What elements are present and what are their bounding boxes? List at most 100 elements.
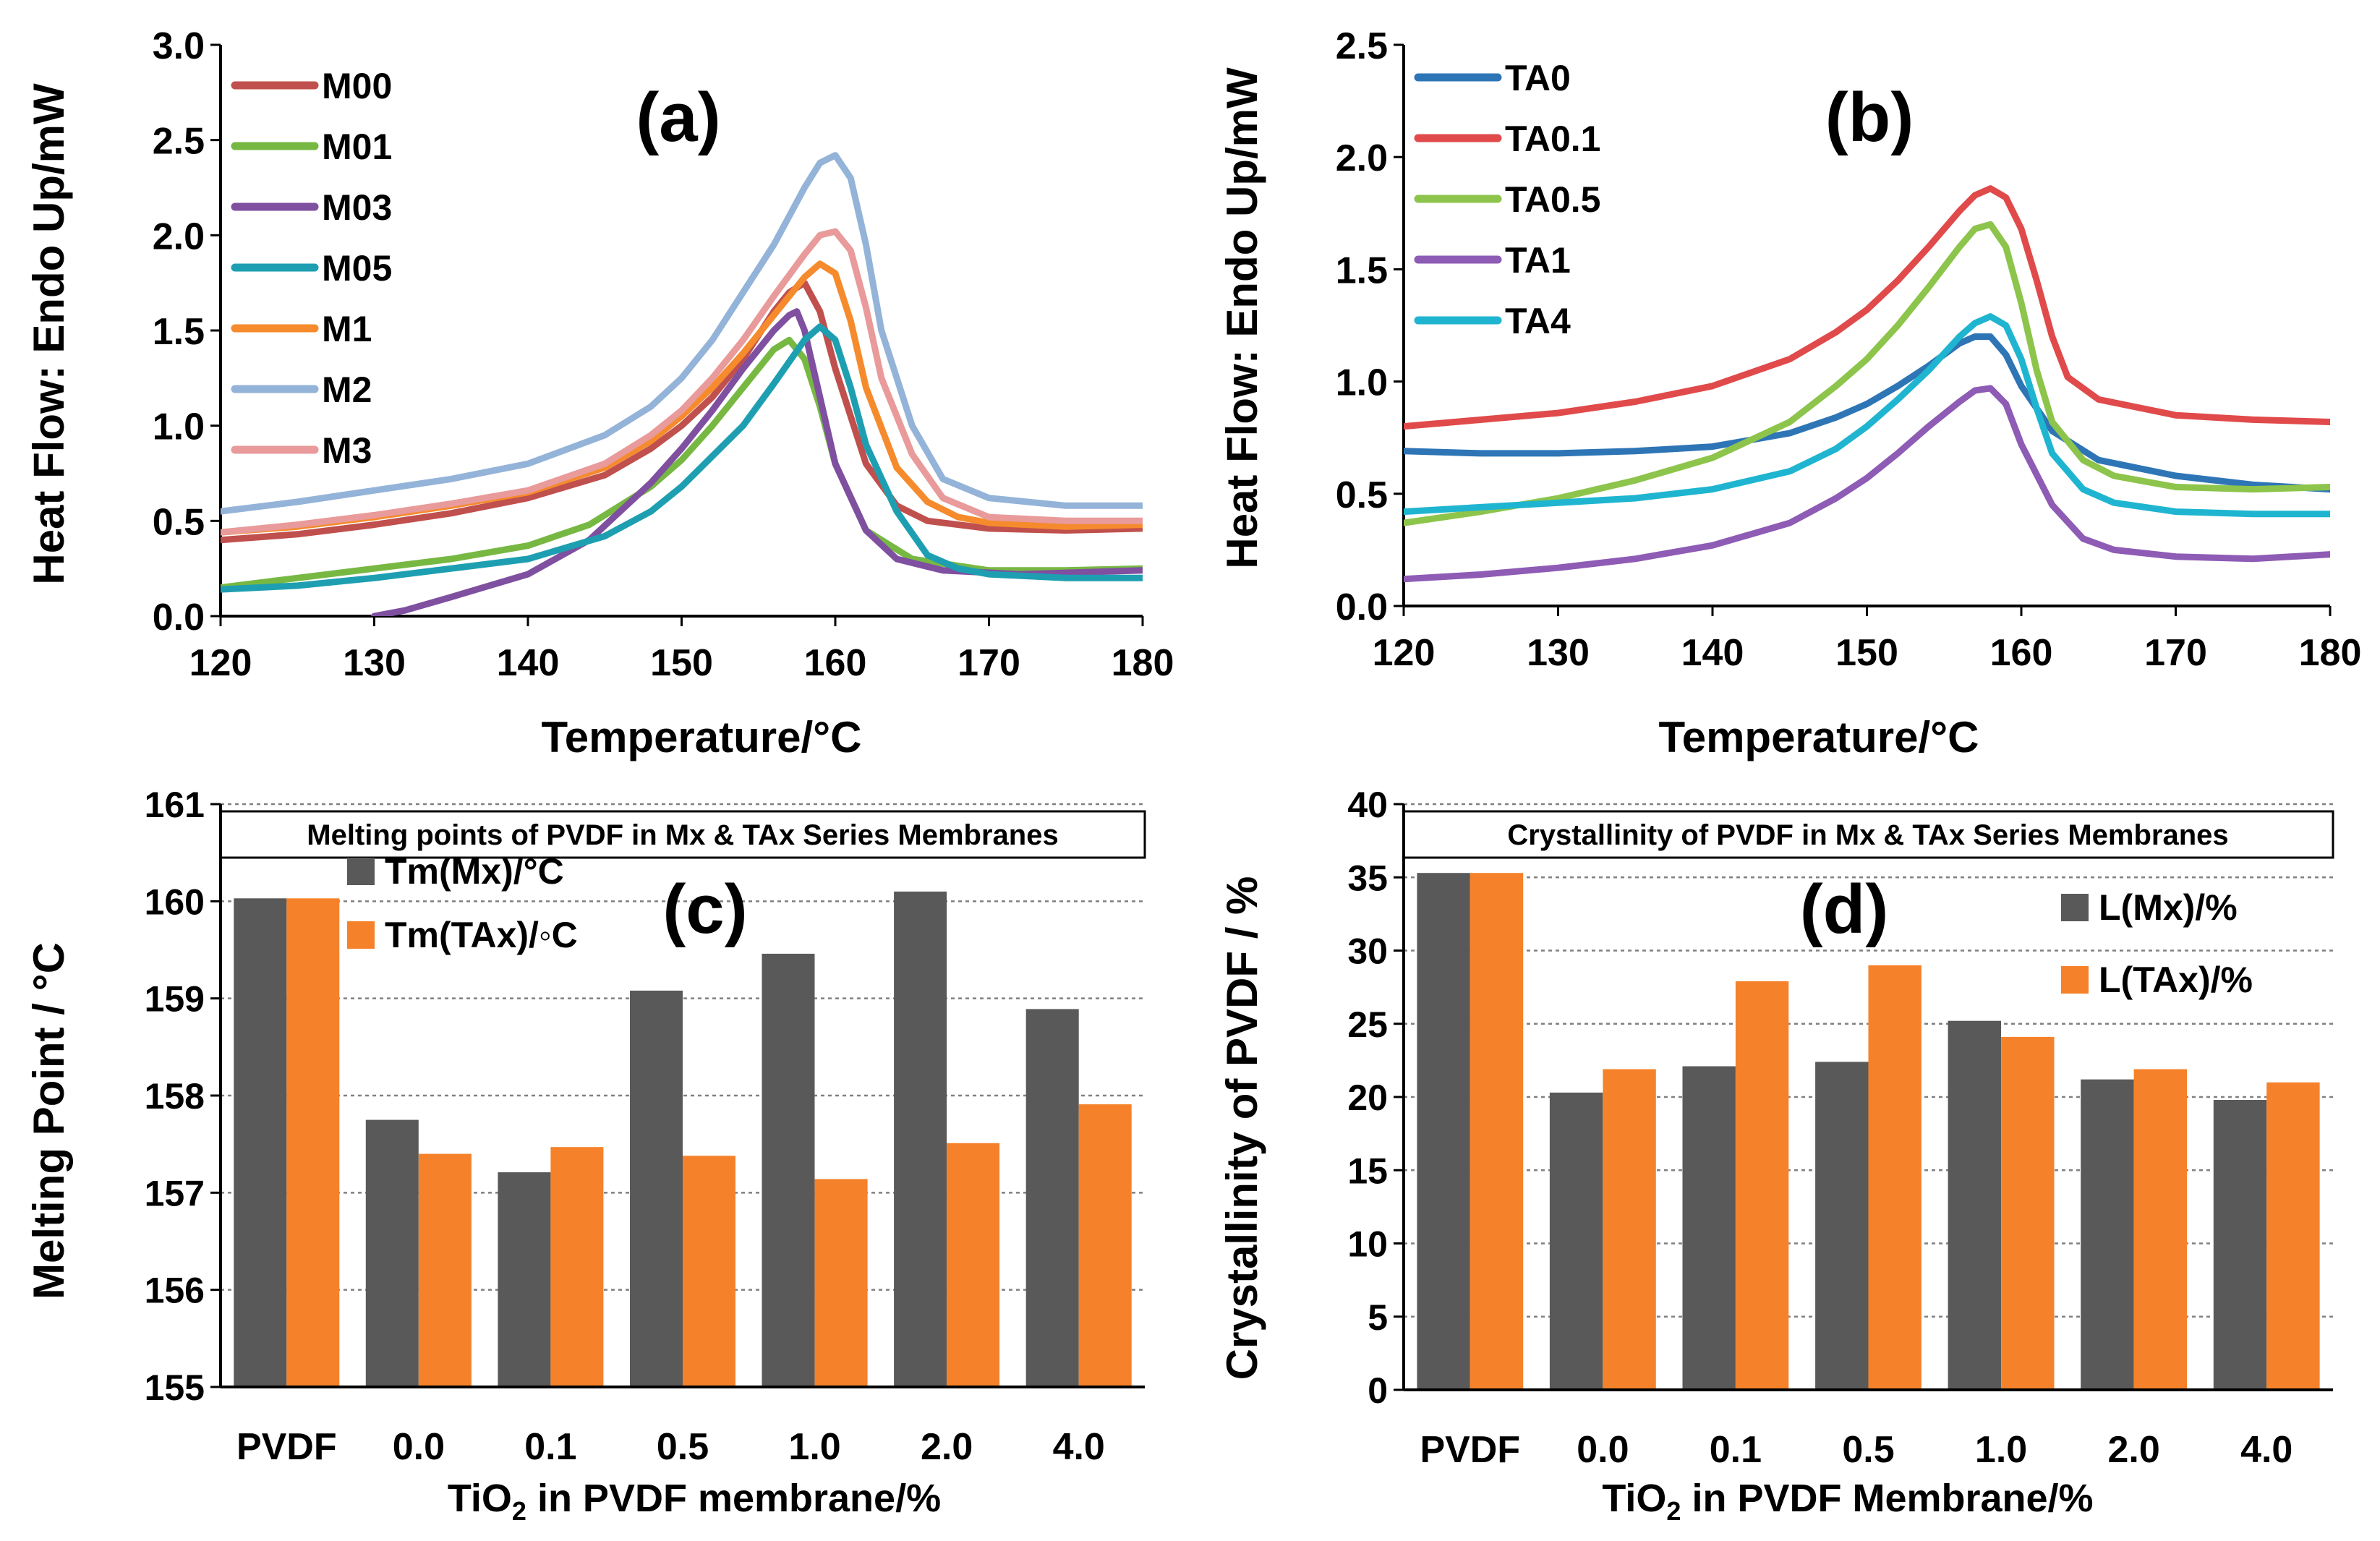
panel-b-xlabel: Temperature/°C: [1659, 713, 1979, 761]
panel-c-bar-tax: [683, 1156, 735, 1387]
panel-d-bar-tax: [2266, 1082, 2320, 1391]
panel-a-series-line-m2: [221, 152, 1143, 515]
panel-d-x-tick-label: 0.5: [1842, 1429, 1894, 1471]
panel-b-series-line-ta1: [1404, 385, 2330, 583]
panel-c-y-tick-label: 156: [145, 1271, 205, 1311]
panel-d-bar-mx: [1417, 873, 1470, 1390]
panel-a-legend-label: M2: [322, 370, 372, 410]
panel-c-x-tick-label: PVDF: [236, 1426, 337, 1468]
panel-a-series-line-m03: [371, 308, 1143, 616]
panel-c-x-tick-label: 0.5: [657, 1426, 709, 1468]
panel-b-ylabel: Heat Flow: Endo Up/mW: [1218, 67, 1266, 569]
panel-d-legend-swatch: [2061, 894, 2089, 921]
panel-b-legend-label: TA0.5: [1505, 179, 1600, 220]
panel-c-bar-mx: [498, 1172, 551, 1387]
panel-b-y-tick-label: 0.5: [1336, 474, 1388, 516]
panel-b-x-tick-label: 150: [1835, 632, 1898, 674]
panel-a-xlabel: Temperature/°C: [542, 713, 862, 761]
panel-c-bar-tax: [550, 1147, 604, 1387]
panel-b-series-line-ta0-1: [1404, 185, 2330, 430]
panel-a-plot-area: 0.0 0.5 1.0 1.5 2.0 2.5 3.0 120 130 140 150 160 170 1…: [153, 25, 1174, 684]
panel-c-bar-mx: [894, 891, 947, 1387]
panel-d-xlabel-rest: in PVDF Membrane/%: [1681, 1477, 2093, 1520]
panel-a-series-line-m05: [221, 323, 1143, 593]
panel-d-plot-area: 0 5 10 15 20 25 30 35 40 PVDF 0.0 0.1 0.5 1.0 2.0 4.0 L(…: [1347, 785, 2333, 1471]
panel-b-y-tick-label: 0.0: [1336, 586, 1388, 628]
panel-a-line-chart: Heat Flow: Endo Up/mW Temperature/°C (a)…: [25, 25, 1174, 761]
panel-a-legend-label: M1: [322, 309, 372, 349]
panel-c-y-tick-label: 155: [145, 1367, 205, 1408]
panel-a-x-tick-label: 180: [1112, 642, 1174, 684]
panel-b-x-tick-label: 180: [2299, 632, 2362, 674]
panel-a-legend-label: M05: [322, 248, 392, 289]
panel-a-x-tick-label: 140: [497, 642, 560, 684]
panel-d-bar-chart: Crystallinity of PVDF / % TiO2 in PVDF M…: [1218, 785, 2334, 1526]
panel-d-bar-tax: [2133, 1069, 2187, 1390]
panel-a-x-tick-label: 130: [343, 642, 406, 684]
panel-d-legend-label: L(TAx)/%: [2099, 960, 2253, 1000]
panel-a-x-tick-label: 160: [804, 642, 867, 684]
panel-d-title-box: [1402, 810, 2334, 859]
panel-a-legend-label: M3: [322, 430, 372, 471]
panel-d-y-tick-label: 25: [1347, 1004, 1388, 1045]
panel-a-series-line-m01: [221, 336, 1143, 591]
panel-b-line-chart: Heat Flow: Endo Up/mW Temperature/°C (b)…: [1218, 25, 2361, 761]
panel-c-label: (c): [662, 871, 747, 948]
panel-d-xlabel-main: TiO: [1602, 1477, 1666, 1520]
panel-d-bar-mx: [2213, 1100, 2267, 1390]
panel-c-legend-label: Tm(Mx)/°C: [385, 851, 564, 892]
panel-b-x-tick-label: 130: [1527, 632, 1590, 674]
panel-a-x-tick-label: 120: [189, 642, 252, 684]
panel-a-y-tick-label: 2.5: [153, 121, 205, 163]
panel-c-bar-mx: [762, 953, 815, 1387]
panel-d-label: (d): [1800, 871, 1889, 948]
panel-d-y-tick-label: 5: [1368, 1297, 1388, 1338]
panel-b-x-tick-label: 120: [1373, 632, 1436, 674]
panel-d-x-tick-label: 1.0: [1975, 1429, 2027, 1471]
panel-c-x-tick-label: 4.0: [1053, 1426, 1105, 1468]
panel-b-y-tick-label: 1.0: [1336, 362, 1388, 404]
panel-a-y-tick-label: 1.5: [153, 311, 205, 353]
panel-d-bar-tax: [1868, 965, 1922, 1391]
panel-d-bar-tax: [2001, 1037, 2055, 1390]
panel-d-bar-tax: [1470, 873, 1524, 1390]
panel-d-bar-mx: [1682, 1066, 1736, 1390]
panel-d-legend-swatch: [2061, 966, 2089, 994]
panel-d-ylabel: Crystallinity of PVDF / %: [1218, 876, 1266, 1380]
panel-c-legend-swatch: [347, 858, 375, 885]
panel-a-legend-label: M03: [322, 187, 392, 228]
panel-d-x-tick-label: 4.0: [2240, 1429, 2292, 1471]
panel-c-y-tick-label: 157: [145, 1173, 205, 1213]
panel-c-x-tick-label: 1.0: [788, 1426, 840, 1468]
panel-c-y-tick-label: 161: [145, 785, 205, 825]
panel-c-ylabel: Melting Point / °C: [25, 942, 73, 1299]
panel-b-series-group: [1404, 185, 2330, 583]
panel-c-bar-mx: [234, 898, 287, 1387]
panel-c-bar-tax: [947, 1143, 1000, 1387]
panel-c-xlabel-sub: 2: [512, 1496, 526, 1526]
panel-c-title-box: [219, 810, 1146, 859]
panel-a-y-tick-label: 0.0: [153, 597, 205, 639]
panel-a-legend-label: M00: [322, 66, 392, 106]
panel-a-ylabel: Heat Flow: Endo Up/mW: [25, 83, 73, 585]
panel-a-x-tick-label: 170: [957, 642, 1020, 684]
panel-c-plot-area: 155 156 157 158 159 160 161 PVDF 0.0 0.1 0.5 1.0 2.0…: [145, 785, 1145, 1468]
panel-d-xlabel-sub: 2: [1666, 1496, 1681, 1526]
panel-c-y-tick-label: 159: [145, 979, 205, 1020]
panel-b-legend-label: TA0.1: [1505, 119, 1600, 159]
panel-a-y-tick-label: 3.0: [153, 25, 205, 67]
panel-c-bar-tax: [286, 898, 340, 1387]
panel-c-y-tick-label: 160: [145, 882, 205, 922]
panel-b-plot-area: 0.0 0.5 1.0 1.5 2.0 2.5 120 130 140 150 160 170 180 T…: [1336, 25, 2362, 674]
panel-b-legend-label: TA1: [1505, 240, 1571, 281]
panel-d-bar-mx: [1948, 1020, 2001, 1390]
panel-a-y-tick-label: 1.0: [153, 406, 205, 448]
panel-b-legend-label: TA4: [1505, 301, 1571, 341]
panel-c-legend-label: Tm(TAx)/◦C: [385, 915, 578, 955]
panel-d-y-tick-label: 15: [1347, 1151, 1388, 1191]
panel-a-y-tick-label: 2.0: [153, 215, 205, 257]
panel-d-y-tick-label: 20: [1347, 1077, 1388, 1118]
panel-c-bar-mx: [365, 1119, 419, 1387]
panel-d-x-tick-label: 2.0: [2107, 1429, 2159, 1471]
